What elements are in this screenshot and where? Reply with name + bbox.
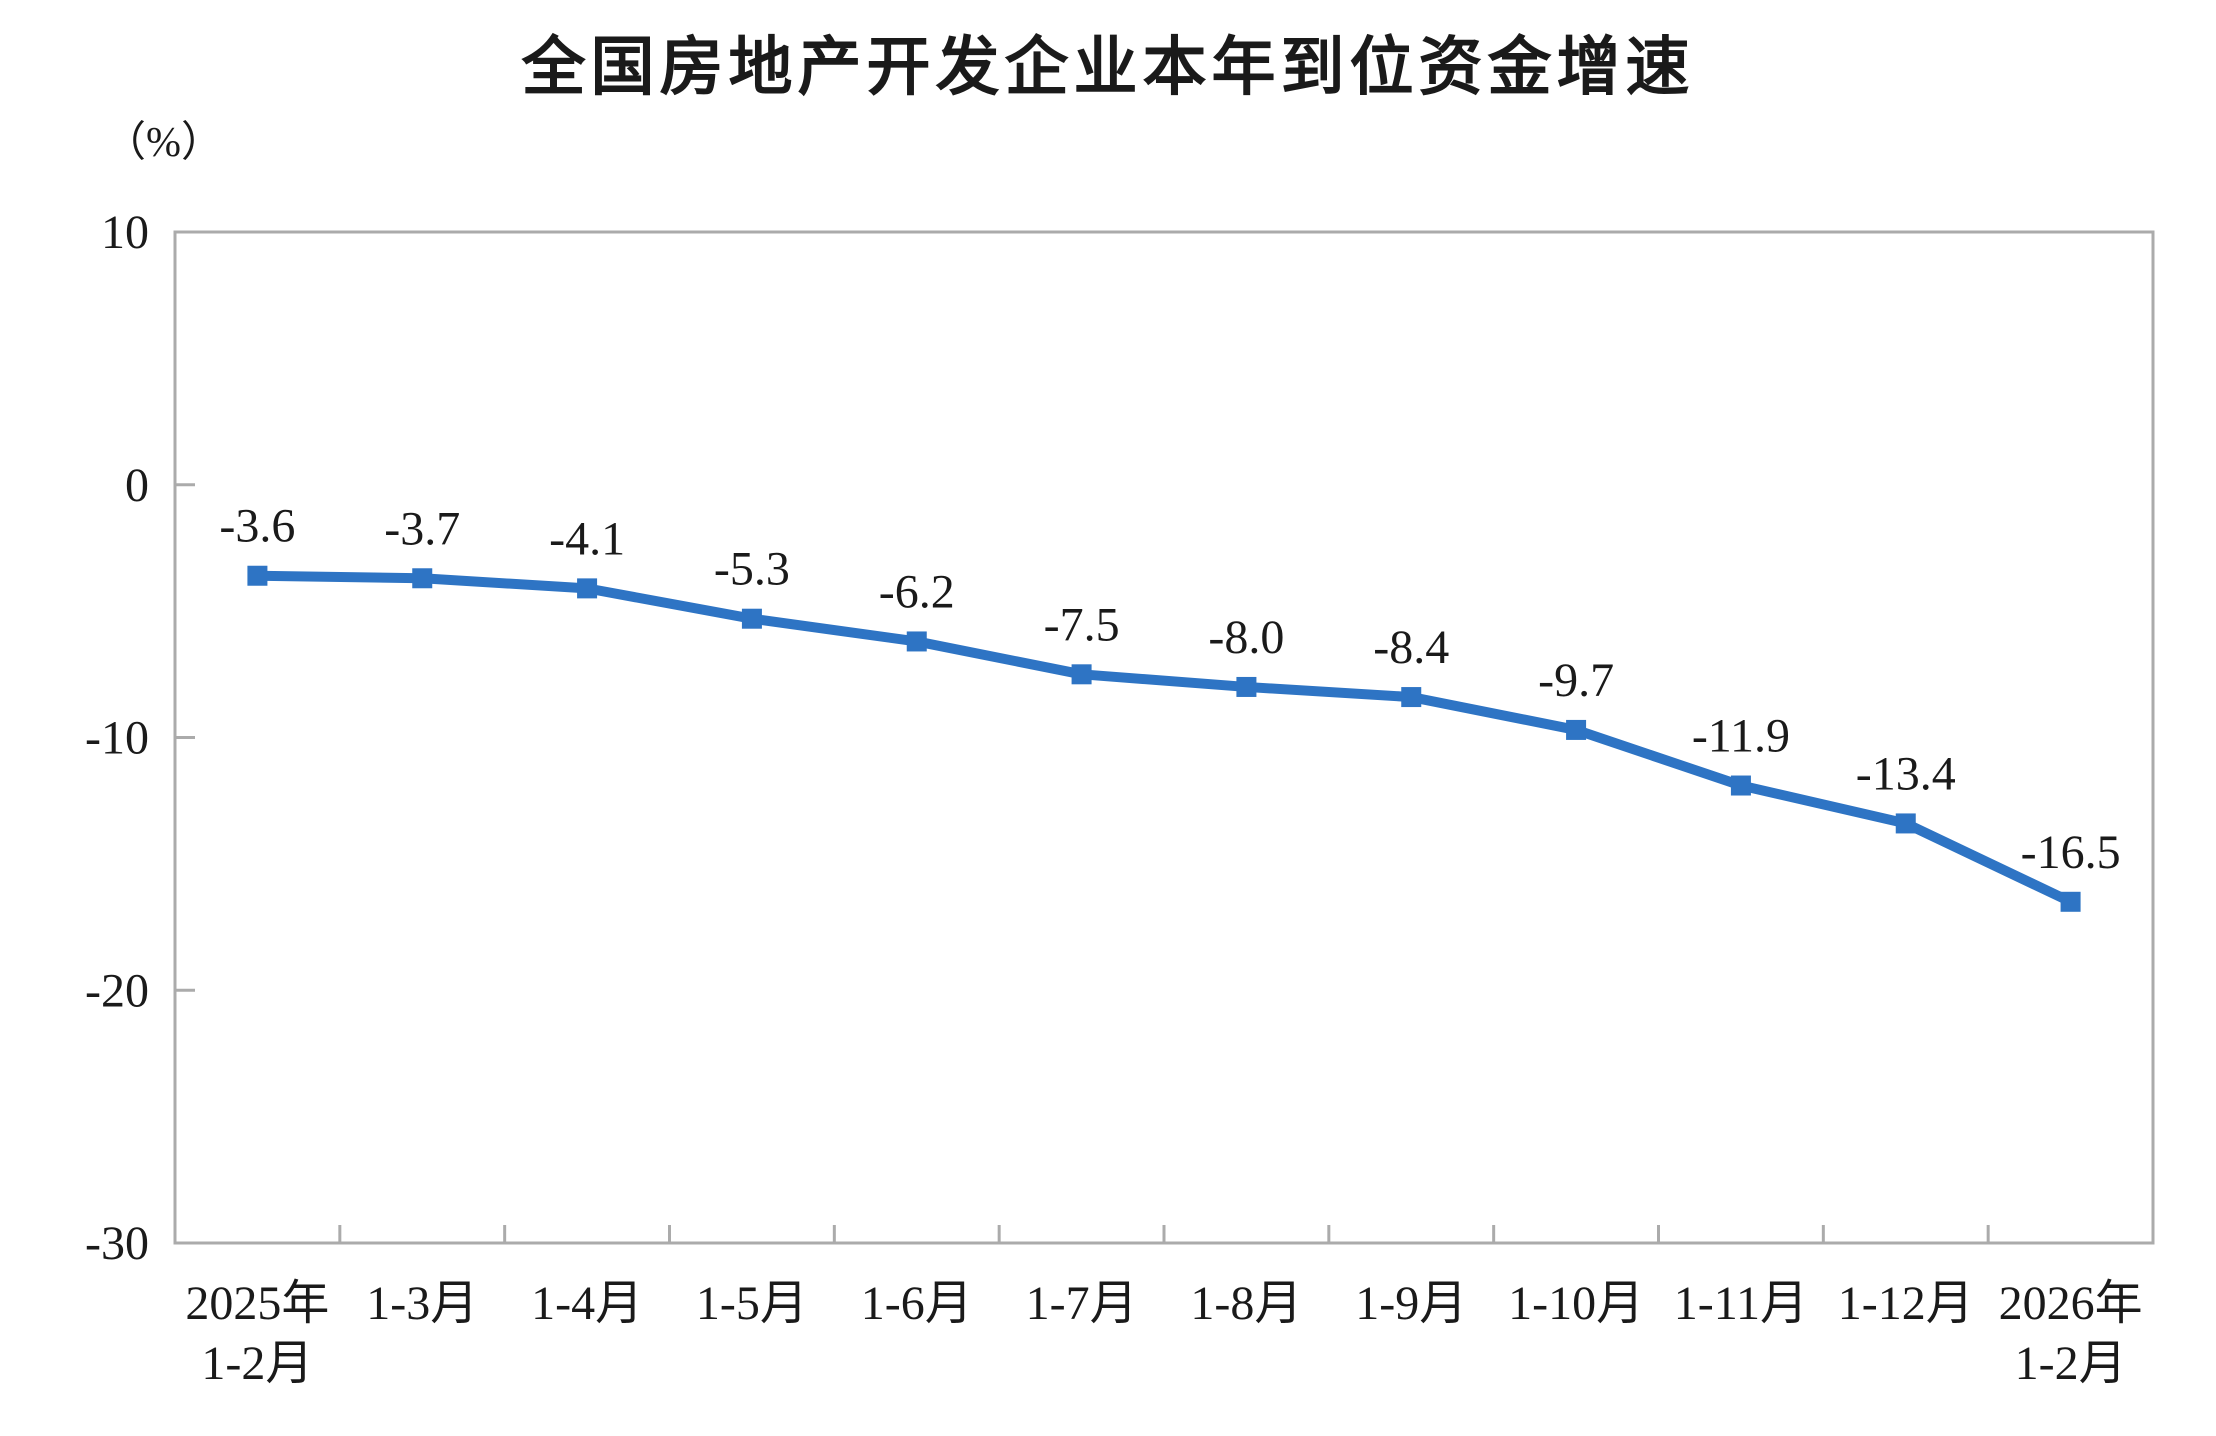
data-point-marker bbox=[1236, 676, 1257, 697]
y-axis-tick-label: -30 bbox=[85, 1217, 149, 1270]
data-point-label: -6.2 bbox=[879, 565, 955, 618]
chart-title: 全国房地产开发企业本年到位资金增速 bbox=[521, 31, 1695, 103]
x-axis-tick-label: 1-8月 bbox=[1190, 1277, 1302, 1330]
x-axis-tick-label: 1-11月 bbox=[1674, 1277, 1808, 1330]
data-point-label: -16.5 bbox=[2021, 826, 2121, 879]
x-axis-tick-label: 1-4月 bbox=[531, 1277, 643, 1330]
data-point-marker bbox=[1071, 664, 1092, 685]
x-axis-tick-label: 1-9月 bbox=[1355, 1277, 1467, 1330]
x-axis-tick-label: 1-5月 bbox=[696, 1277, 808, 1330]
y-axis-tick-label: 10 bbox=[101, 206, 149, 259]
x-axis-tick-label: 1-10月 bbox=[1508, 1277, 1644, 1330]
x-axis-tick-label: 2026年 bbox=[1999, 1277, 2143, 1330]
data-point-label: -9.7 bbox=[1538, 654, 1614, 707]
data-point-marker bbox=[1895, 813, 1916, 834]
data-point-marker bbox=[906, 631, 927, 652]
data-point-label: -4.1 bbox=[549, 512, 625, 565]
data-point-label: -5.3 bbox=[714, 543, 790, 596]
x-axis-tick-label: 2025年 bbox=[185, 1277, 329, 1330]
data-point-label: -8.0 bbox=[1208, 611, 1284, 664]
x-axis-tick-label: 1-7月 bbox=[1026, 1277, 1138, 1330]
x-axis-tick-label-line2: 1-2月 bbox=[2015, 1337, 2127, 1390]
data-series-line bbox=[252, 570, 2076, 907]
data-point-label: -7.5 bbox=[1044, 598, 1120, 651]
data-point-marker bbox=[1566, 719, 1587, 740]
data-point-marker bbox=[577, 578, 598, 599]
data-point-marker bbox=[741, 608, 762, 629]
data-point-label: -11.9 bbox=[1692, 710, 1790, 763]
data-point-marker bbox=[1401, 687, 1422, 708]
x-axis-tick-label-line2: 1-2月 bbox=[201, 1337, 313, 1390]
data-point-label: -3.7 bbox=[384, 502, 460, 555]
data-point-label: -8.4 bbox=[1373, 621, 1449, 674]
data-point-label: -13.4 bbox=[1856, 747, 1956, 800]
plot-border bbox=[173, 230, 2155, 1245]
x-axis-tick-label: 1-12月 bbox=[1838, 1277, 1974, 1330]
x-axis-tick-label: 1-6月 bbox=[861, 1277, 973, 1330]
data-point-label: -3.6 bbox=[219, 500, 295, 553]
data-point-marker bbox=[412, 568, 433, 589]
y-axis-tick-label: 0 bbox=[125, 459, 149, 512]
data-point-marker bbox=[2060, 891, 2081, 912]
y-axis-unit-label: （%） bbox=[104, 120, 223, 166]
y-axis-tick-label: -10 bbox=[85, 712, 149, 765]
y-axis-tick-label: -20 bbox=[85, 964, 149, 1017]
data-point-marker bbox=[1730, 775, 1751, 796]
data-point-marker bbox=[247, 565, 268, 586]
x-axis-tick-label: 1-3月 bbox=[366, 1277, 478, 1330]
